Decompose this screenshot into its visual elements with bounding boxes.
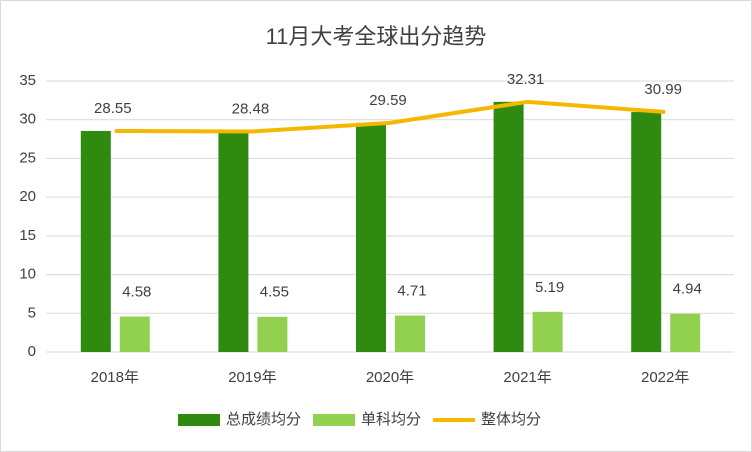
y-tick-label: 5 (28, 304, 36, 321)
y-tick-label: 25 (19, 149, 36, 166)
chart-title: 11月大考全球出分趋势 (266, 24, 487, 49)
bar (631, 112, 662, 352)
data-label: 4.55 (260, 284, 289, 301)
bar (218, 131, 249, 352)
data-label: 5.19 (535, 279, 564, 296)
bar (119, 316, 150, 352)
data-label: 29.59 (369, 92, 407, 109)
y-tick-label: 20 (19, 188, 36, 205)
data-label: 4.94 (673, 281, 702, 298)
bar (532, 311, 563, 352)
bar (493, 101, 524, 353)
bar (80, 130, 111, 352)
y-tick-label: 15 (19, 227, 36, 244)
x-tick-label: 2022年 (641, 369, 689, 386)
bar (257, 316, 288, 352)
data-label: 32.31 (507, 71, 545, 88)
data-label: 28.48 (232, 100, 270, 117)
y-tick-label: 30 (19, 111, 36, 128)
data-label: 30.99 (644, 81, 682, 98)
legend-swatch (178, 414, 220, 426)
data-label: 4.71 (397, 282, 426, 299)
data-label: 4.58 (122, 284, 151, 301)
x-tick-label: 2021年 (503, 369, 551, 386)
x-tick-label: 2018年 (91, 369, 139, 386)
bar (670, 313, 701, 352)
x-tick-label: 2019年 (228, 369, 276, 386)
legend-label: 总成绩均分 (226, 411, 301, 428)
line (114, 99, 666, 134)
legend-label: 整体均分 (481, 411, 541, 428)
legend-swatch (313, 414, 356, 426)
data-label: 28.55 (94, 100, 132, 117)
y-tick-label: 0 (28, 343, 36, 360)
x-tick-label: 2020年 (366, 369, 414, 386)
y-tick-label: 10 (19, 266, 36, 283)
bar (356, 122, 386, 352)
legend-label: 单科均分 (361, 411, 421, 428)
bar (395, 315, 425, 352)
y-tick-label: 35 (19, 72, 36, 89)
